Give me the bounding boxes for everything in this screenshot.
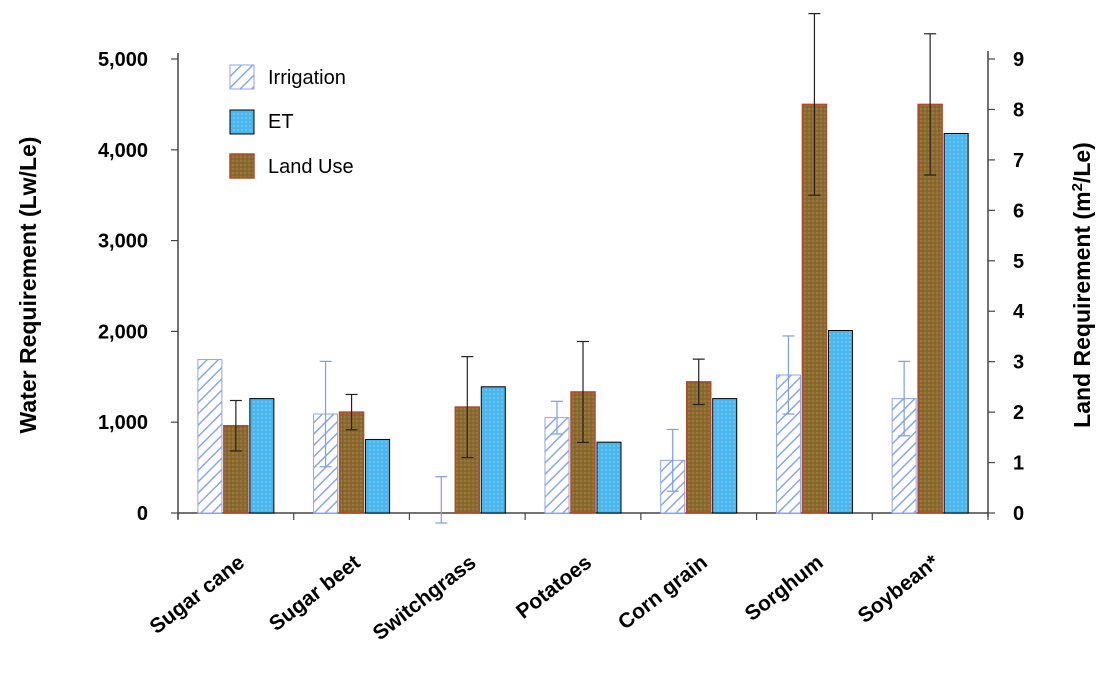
y2-tick-label: 4 xyxy=(1013,301,1025,323)
y-tick-label: 3,000 xyxy=(98,231,148,253)
category-labels: Sugar cane Sugar beet Switchgrass Potatoes C… xyxy=(146,550,944,645)
y-tick-label: 2,000 xyxy=(98,321,148,343)
y2-tick-label: 0 xyxy=(1013,503,1024,525)
legend-swatch-land-use xyxy=(229,153,255,179)
category-label: Potatoes xyxy=(512,551,596,624)
bar-et xyxy=(827,329,853,514)
legend: Irrigation ET Land Use xyxy=(229,64,354,179)
y2-tick-label: 5 xyxy=(1013,251,1024,273)
axes: 0 1,000 2,000 3,000 4,000 5,000 0 1 2 3 4 5 6 7 8 9 xyxy=(98,49,1025,525)
y2-tick-label: 3 xyxy=(1013,352,1024,374)
bar-irrigation xyxy=(197,359,223,514)
legend-label-land-use: Land Use xyxy=(268,156,354,178)
bar-et xyxy=(365,438,391,514)
bar-et xyxy=(943,132,969,514)
bar-et xyxy=(249,398,275,514)
y2-tick-label: 8 xyxy=(1013,99,1024,121)
bars xyxy=(197,12,969,524)
legend-label-irrigation: Irrigation xyxy=(268,67,346,89)
y-tick-label: 4,000 xyxy=(98,140,148,162)
category-label: Soybean* xyxy=(854,550,944,628)
bar-et xyxy=(712,398,738,514)
bar-et xyxy=(596,441,622,514)
y-axis-title: Water Requirement (Lw/Le) xyxy=(15,137,41,434)
y2-tick-label: 7 xyxy=(1013,150,1024,172)
bar-et xyxy=(480,386,506,514)
category-label: Sugar beet xyxy=(265,551,365,636)
y2-tick-label: 6 xyxy=(1013,200,1024,222)
legend-label-et: ET xyxy=(268,111,294,133)
bar-land-use xyxy=(223,424,249,514)
y2-tick-label: 9 xyxy=(1013,49,1024,71)
y-tick-label: 0 xyxy=(137,503,148,525)
category-label: Corn grain xyxy=(614,551,712,634)
category-label: Sugar cane xyxy=(146,551,249,639)
y2-tick-label: 1 xyxy=(1013,453,1024,475)
category-label: Switchgrass xyxy=(369,551,481,645)
y-tick-label: 5,000 xyxy=(98,49,148,71)
y-tick-label: 1,000 xyxy=(98,412,148,434)
y2-tick-label: 2 xyxy=(1013,402,1024,424)
category-label: Sorghum xyxy=(741,551,828,626)
y2-axis-title: Land Requirement (m2/Le) xyxy=(1069,142,1096,428)
legend-swatch-irrigation xyxy=(229,64,255,90)
legend-swatch-et xyxy=(229,109,255,135)
